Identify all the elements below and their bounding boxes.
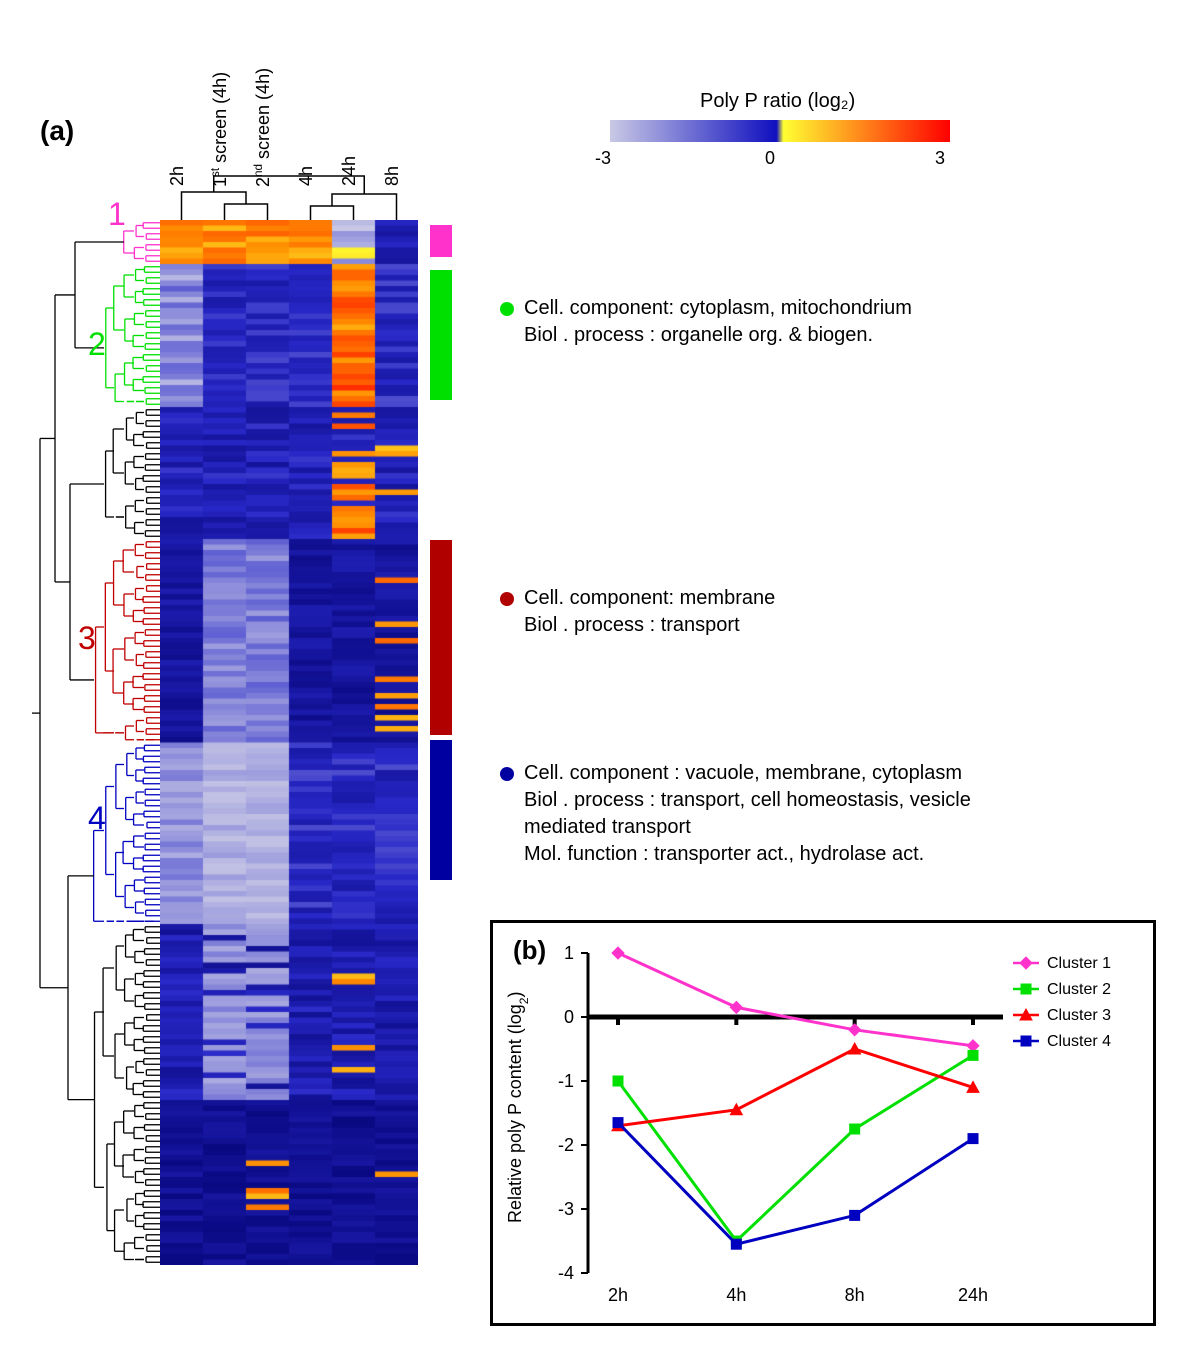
cluster-bar-3 xyxy=(430,540,452,735)
cluster-number-3: 3 xyxy=(78,620,96,657)
svg-text:Cluster 2: Cluster 2 xyxy=(1047,981,1111,998)
column-dendrogram xyxy=(160,170,418,220)
cluster-number-1: 1 xyxy=(108,196,126,233)
cluster-number-4: 4 xyxy=(88,800,106,837)
cluster-number-2: 2 xyxy=(88,326,106,363)
heatmap xyxy=(160,220,418,1265)
svg-text:-2: -2 xyxy=(558,1135,574,1155)
svg-text:Relative poly P content (log2): Relative poly P content (log2) xyxy=(505,992,531,1223)
svg-text:0: 0 xyxy=(564,1007,574,1027)
svg-text:Cluster 4: Cluster 4 xyxy=(1047,1033,1111,1050)
cluster-bar-2 xyxy=(430,270,452,400)
legend-title: Poly P ratio (log₂) xyxy=(700,90,855,113)
svg-text:-3: -3 xyxy=(558,1199,574,1219)
svg-text:Cluster 1: Cluster 1 xyxy=(1047,955,1111,972)
svg-text:1: 1 xyxy=(564,943,574,963)
cluster-bar-1 xyxy=(430,225,452,257)
svg-text:Cluster 3: Cluster 3 xyxy=(1047,1007,1111,1024)
svg-text:-1: -1 xyxy=(558,1071,574,1091)
linechart-svg: -4 -3 -2 -1 0 1 2h 4h 8h 24h Relative poly P conte… xyxy=(493,923,1153,1323)
svg-text:4h: 4h xyxy=(726,1285,746,1305)
legend-tick: -3 xyxy=(595,148,611,169)
legend-gradient xyxy=(610,120,950,142)
svg-text:24h: 24h xyxy=(958,1285,988,1305)
annotation-1: Cell. component: cytoplasm, mitochondriu… xyxy=(500,295,912,349)
svg-text:2h: 2h xyxy=(608,1285,628,1305)
panel-b-linechart: (b) -4-3-2-1012h4h8h24hRelative poly P c… xyxy=(490,920,1156,1326)
svg-text:-4: -4 xyxy=(558,1263,574,1283)
annotation-2: Cell. component: membraneBiol . process … xyxy=(500,585,775,639)
legend-tick: 3 xyxy=(935,148,945,169)
legend-tick: 0 xyxy=(765,148,775,169)
svg-text:8h: 8h xyxy=(845,1285,865,1305)
annotation-3: Cell. component : vacuole, membrane, cyt… xyxy=(500,760,971,868)
row-dendrogram xyxy=(30,220,160,1265)
cluster-bar-4 xyxy=(430,740,452,880)
panel-a-label: (a) xyxy=(40,115,74,147)
